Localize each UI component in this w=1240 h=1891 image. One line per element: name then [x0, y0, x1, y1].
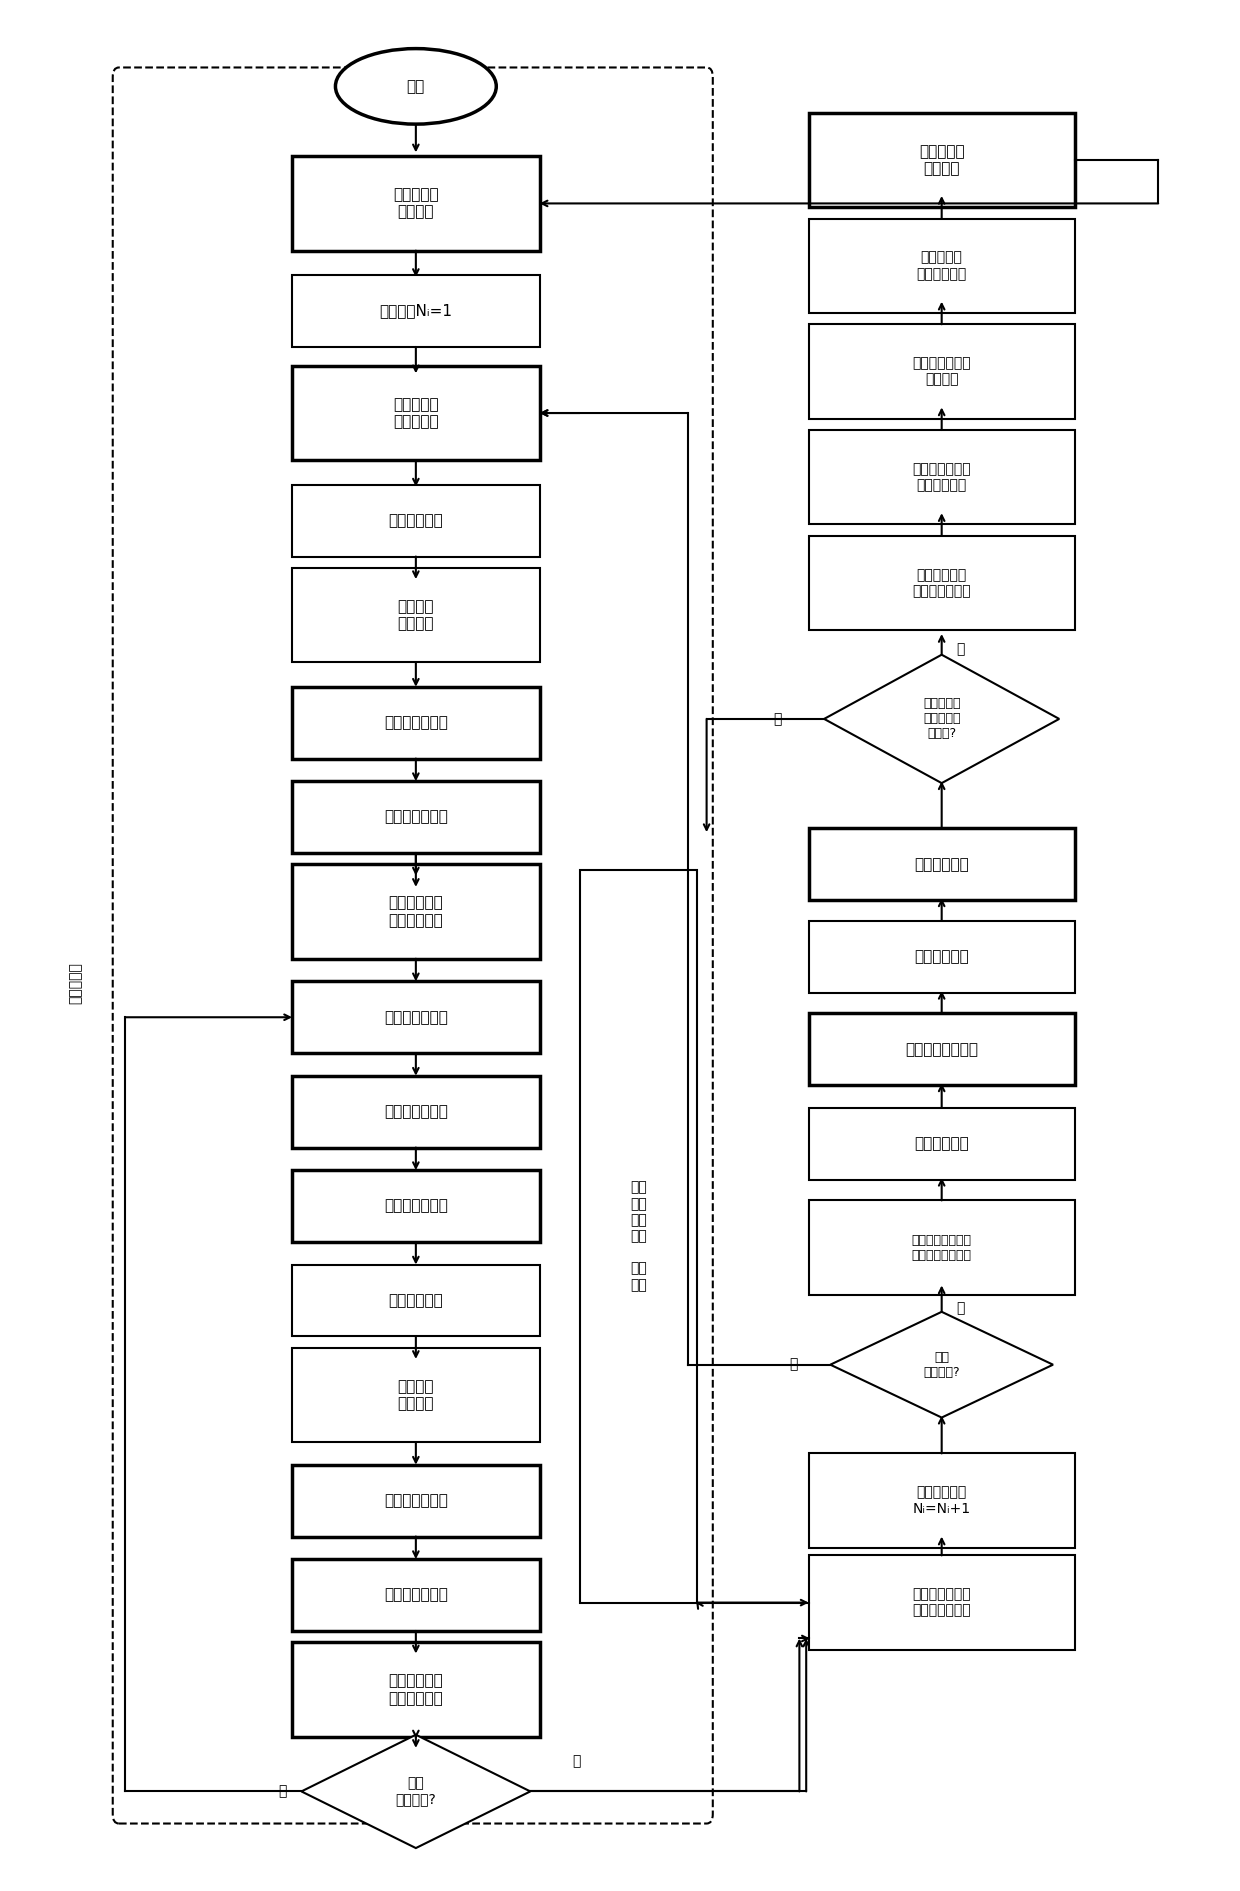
FancyBboxPatch shape	[293, 1641, 539, 1736]
FancyBboxPatch shape	[808, 219, 1075, 312]
FancyBboxPatch shape	[293, 1348, 539, 1443]
FancyBboxPatch shape	[293, 157, 539, 252]
FancyBboxPatch shape	[808, 323, 1075, 418]
Text: 是: 是	[573, 1755, 580, 1768]
Text: 本地最优更新
全局最优更新: 本地最优更新 全局最优更新	[388, 1674, 443, 1706]
FancyBboxPatch shape	[293, 1466, 539, 1537]
Ellipse shape	[336, 49, 496, 125]
Text: 生成各信号分量
瞬时频率函数: 生成各信号分量 瞬时频率函数	[913, 461, 971, 492]
FancyBboxPatch shape	[293, 1171, 539, 1242]
Text: 确定最优模型阶数
确定最优模型参数: 确定最优模型阶数 确定最优模型参数	[911, 1233, 972, 1261]
FancyBboxPatch shape	[293, 1560, 539, 1630]
Text: 适应度指标评价: 适应度指标评价	[384, 809, 448, 824]
Text: 快速逆傅里叶变换: 快速逆傅里叶变换	[905, 1042, 978, 1057]
Text: 快速傅里叶变换: 快速傅里叶变换	[384, 715, 448, 730]
Text: 混频处理
共轭相乘: 混频处理 共轭相乘	[398, 599, 434, 632]
Text: 否: 否	[789, 1358, 797, 1371]
Text: 根据优化参数
生成各信号分量: 根据优化参数 生成各信号分量	[913, 567, 971, 598]
Text: 模型阶数Nᵢ=1: 模型阶数Nᵢ=1	[379, 304, 453, 318]
Text: 增大模型阶数
Nᵢ=Nᵢ+1: 增大模型阶数 Nᵢ=Nᵢ+1	[913, 1486, 971, 1517]
Polygon shape	[831, 1312, 1053, 1418]
Text: 残差能量计算: 残差能量计算	[914, 857, 968, 872]
Text: 已达
最大阶数?: 已达 最大阶数?	[924, 1350, 960, 1379]
FancyBboxPatch shape	[293, 781, 539, 853]
FancyBboxPatch shape	[293, 365, 539, 460]
Text: 记录最优个体的
模型阶数及参数: 记录最优个体的 模型阶数及参数	[913, 1588, 971, 1617]
FancyBboxPatch shape	[808, 535, 1075, 630]
Text: 混频处理
共轭相乘: 混频处理 共轭相乘	[398, 1379, 434, 1411]
Text: 粒子群速度更新: 粒子群速度更新	[384, 1010, 448, 1025]
Text: 算法初始化
预设参数: 算法初始化 预设参数	[393, 187, 439, 219]
Text: 已达
优化周期?: 已达 优化周期?	[396, 1776, 436, 1806]
Text: 频谱峰值置零: 频谱峰值置零	[914, 1136, 968, 1152]
Text: 参考函数生成: 参考函数生成	[388, 1293, 443, 1309]
Text: 是: 是	[956, 1301, 965, 1314]
FancyBboxPatch shape	[293, 1265, 539, 1337]
Text: 粒子群优化: 粒子群优化	[68, 963, 83, 1004]
FancyBboxPatch shape	[293, 484, 539, 556]
Text: 快速傅里叶变换: 快速傅里叶变换	[384, 1494, 448, 1509]
FancyBboxPatch shape	[808, 113, 1075, 208]
FancyBboxPatch shape	[808, 1201, 1075, 1295]
FancyBboxPatch shape	[808, 1556, 1075, 1649]
FancyBboxPatch shape	[293, 981, 539, 1053]
Text: 产生粒子群
位置与速度: 产生粒子群 位置与速度	[393, 397, 439, 429]
Text: 已达残差门
限或最大分
量数目?: 已达残差门 限或最大分 量数目?	[923, 698, 961, 741]
FancyBboxPatch shape	[293, 1076, 539, 1148]
FancyBboxPatch shape	[808, 1108, 1075, 1180]
Text: 输出最终的
时频分布: 输出最终的 时频分布	[919, 144, 965, 176]
FancyBboxPatch shape	[293, 276, 539, 346]
Text: 适应度指标评价: 适应度指标评价	[384, 1588, 448, 1602]
FancyBboxPatch shape	[808, 828, 1075, 900]
Text: 粒子群位置更新: 粒子群位置更新	[384, 1104, 448, 1119]
Text: 否: 否	[278, 1785, 286, 1798]
Text: 本地最优更新
全局最优更新: 本地最优更新 全局最优更新	[388, 894, 443, 928]
FancyBboxPatch shape	[808, 429, 1075, 524]
Text: 否: 否	[773, 711, 781, 726]
Text: 生成各信号分量
时频分布: 生成各信号分量 时频分布	[913, 356, 971, 386]
Polygon shape	[825, 654, 1059, 783]
Text: 强制纠错与更新: 强制纠错与更新	[384, 1199, 448, 1214]
Text: 开始: 开始	[407, 79, 425, 95]
Text: 各信号分量
时频分布累加: 各信号分量 时频分布累加	[916, 252, 967, 282]
Text: 是: 是	[956, 643, 965, 656]
FancyBboxPatch shape	[808, 1454, 1075, 1549]
Text: 参考函数生成: 参考函数生成	[388, 512, 443, 528]
FancyBboxPatch shape	[293, 567, 539, 662]
FancyBboxPatch shape	[293, 686, 539, 758]
Polygon shape	[301, 1734, 531, 1848]
FancyBboxPatch shape	[293, 864, 539, 959]
FancyBboxPatch shape	[580, 870, 697, 1602]
FancyBboxPatch shape	[808, 921, 1075, 993]
Text: 残差信号生成: 残差信号生成	[914, 949, 968, 964]
Text: 信号
分量
参数
记录

数目
累加: 信号 分量 参数 记录 数目 累加	[630, 1180, 647, 1292]
FancyBboxPatch shape	[808, 1014, 1075, 1085]
